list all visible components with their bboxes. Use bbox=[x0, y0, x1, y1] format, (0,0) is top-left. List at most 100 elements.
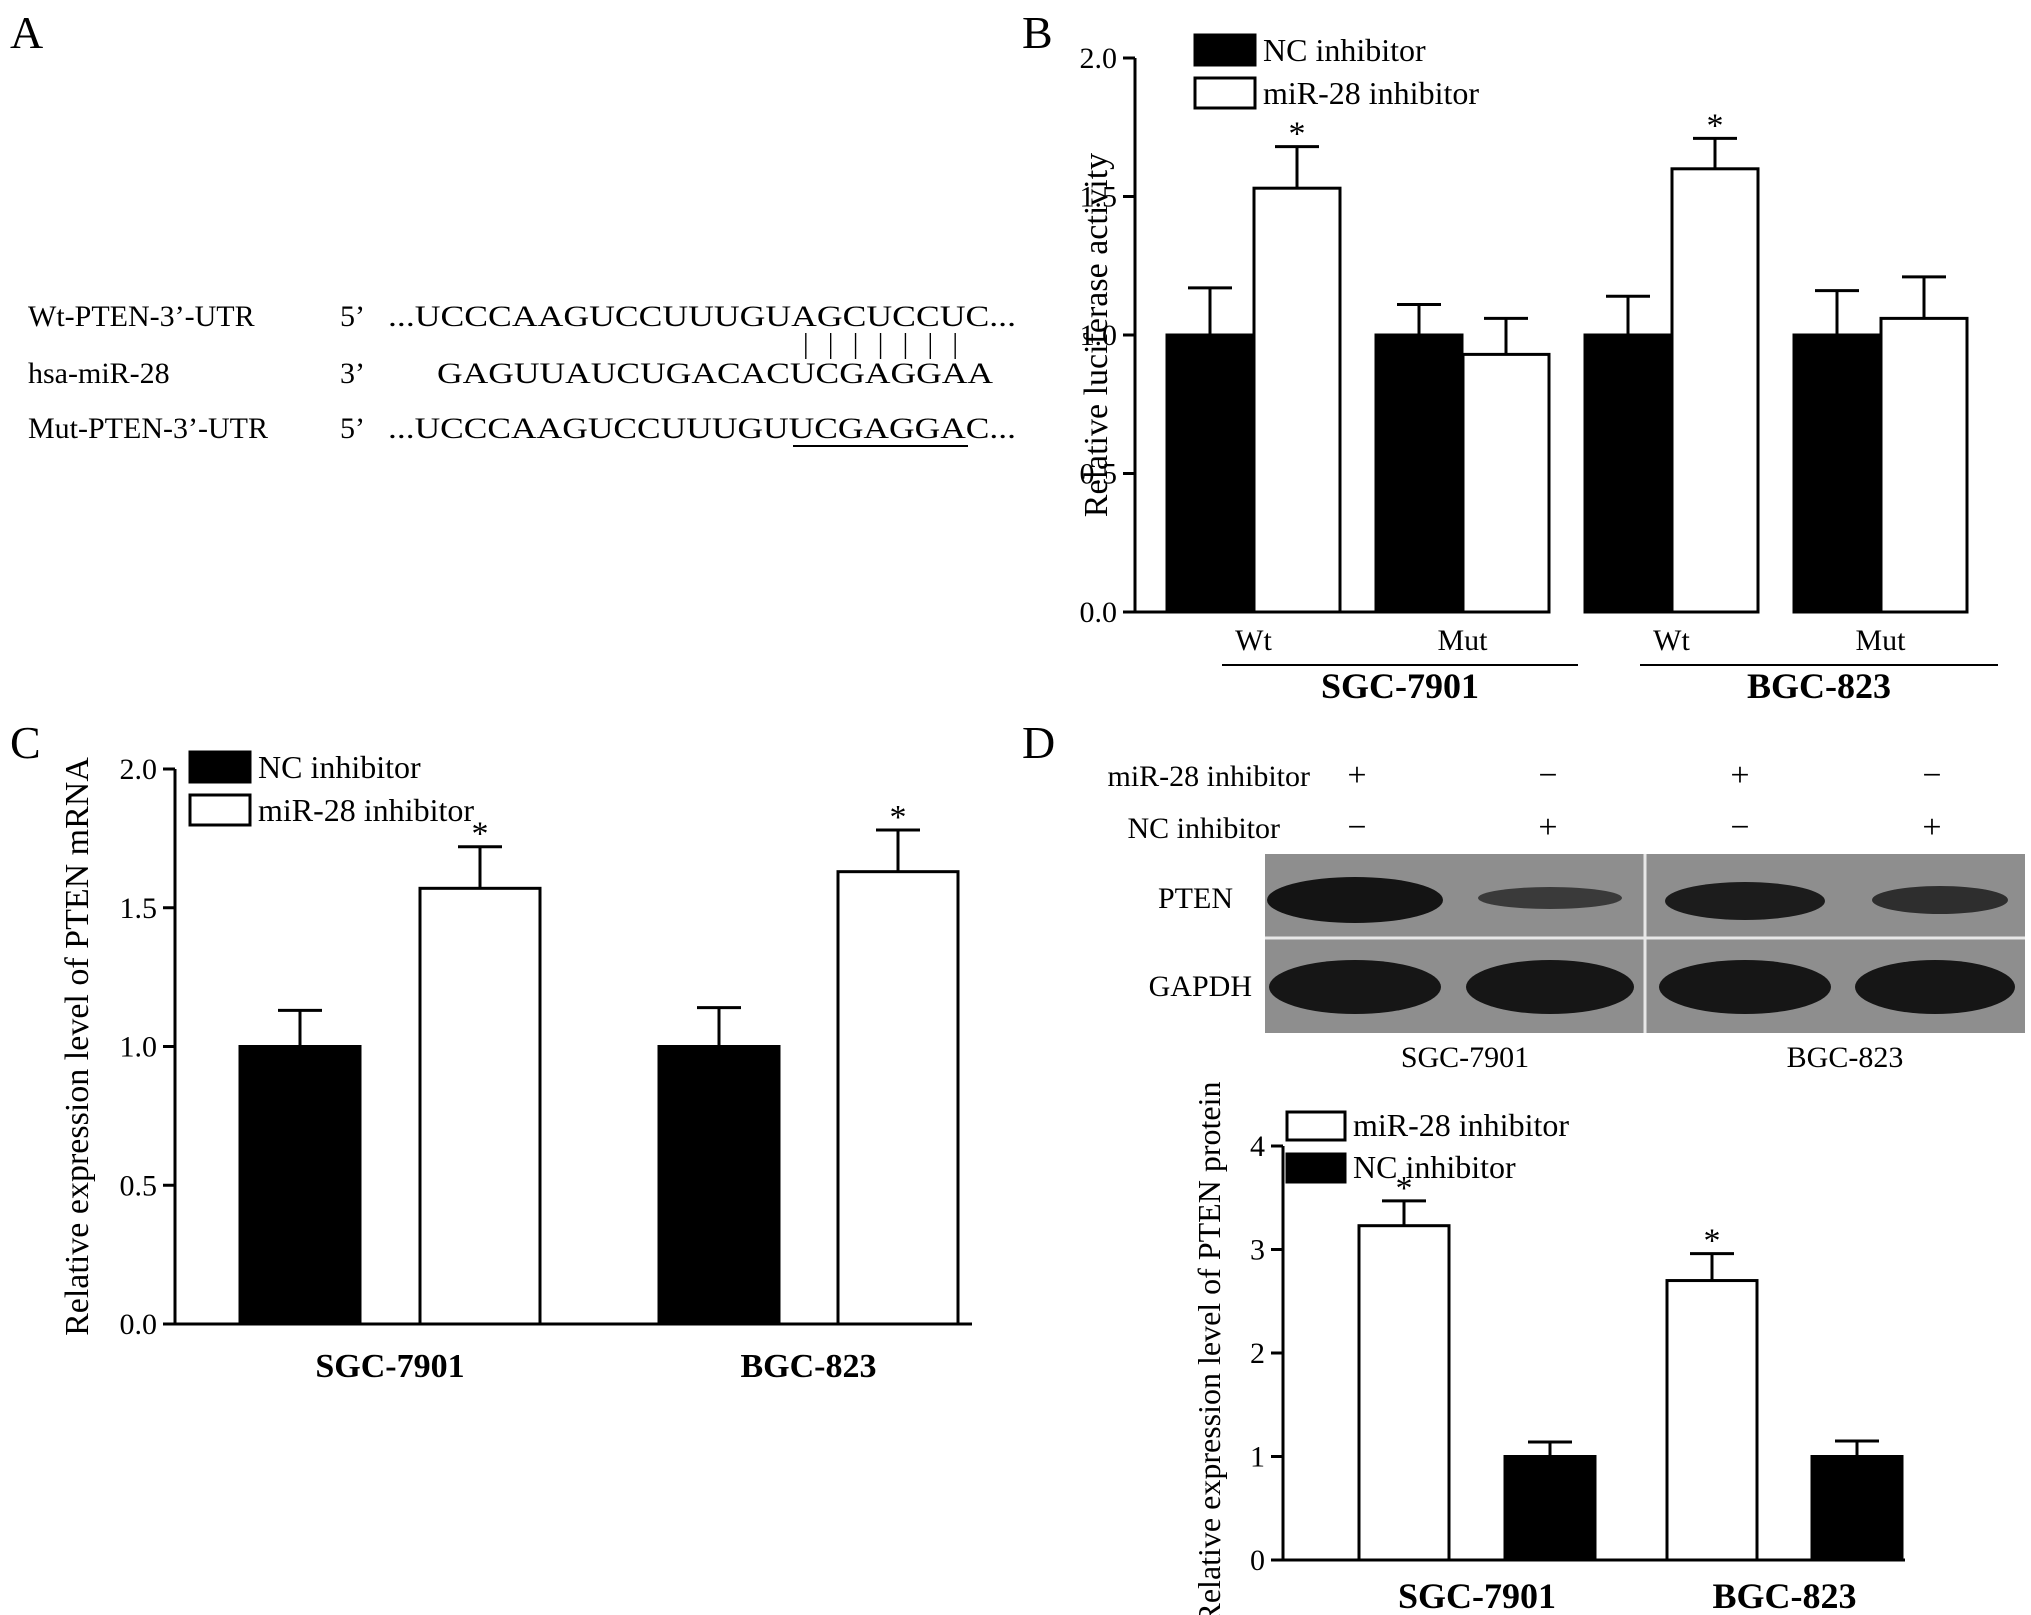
panel-d-letter: D bbox=[1022, 717, 1055, 768]
mirna-row-sequence: GAGUUAUCUGACACUCGAGGAA bbox=[437, 357, 993, 390]
legend-label: NC inhibitor bbox=[258, 749, 421, 785]
significance-marker: * bbox=[890, 799, 907, 836]
wt-row-label: Wt-PTEN-3’-UTR bbox=[28, 300, 255, 333]
pten-band bbox=[1267, 877, 1443, 923]
blot-cell-line-label: BGC-823 bbox=[1787, 1041, 1904, 1074]
y-tick-label: 0.0 bbox=[1080, 596, 1118, 629]
western-blot bbox=[1265, 854, 2025, 1033]
significance-marker: * bbox=[472, 816, 489, 853]
blot-band-label-gapdh: GAPDH bbox=[1149, 970, 1252, 1003]
blot-sign: − bbox=[1538, 757, 1557, 794]
gapdh-band bbox=[1466, 960, 1634, 1014]
legend-swatch bbox=[188, 793, 252, 827]
y-tick-label: 0.0 bbox=[120, 1308, 158, 1341]
y-tick-label: 2.0 bbox=[1080, 42, 1118, 75]
mut-row-label: Mut-PTEN-3’-UTR bbox=[28, 412, 268, 445]
y-tick-label: 0.5 bbox=[120, 1169, 158, 1202]
y-tick-label: 2.0 bbox=[120, 753, 158, 786]
gapdh-band bbox=[1855, 960, 2015, 1014]
legend-swatch bbox=[1193, 33, 1257, 67]
pten-band bbox=[1478, 887, 1622, 909]
panel-d: D miR-28 inhibitor NC inhibitor + − + − … bbox=[1022, 717, 2025, 1074]
panel-c-letter: C bbox=[10, 717, 41, 768]
wt-row-sequence: ...UCCCAAGUCCUUUGUAGCUCCUC... bbox=[388, 300, 1016, 333]
blot-sign: + bbox=[1730, 757, 1749, 794]
panel-c: C bbox=[10, 717, 41, 768]
y-tick-label: 2 bbox=[1250, 1337, 1265, 1370]
mut-row-end: 5’ bbox=[340, 412, 365, 445]
y-axis-label: Relative expression level of PTEN mRNA bbox=[59, 757, 96, 1336]
panel-b: B bbox=[1022, 7, 1053, 58]
bar bbox=[1165, 333, 1255, 614]
significance-marker: * bbox=[1704, 1223, 1721, 1260]
category-label: Mut bbox=[1437, 624, 1488, 657]
bar bbox=[418, 886, 542, 1326]
y-tick-label: 0.5 bbox=[1080, 458, 1118, 491]
panel-a: A Wt-PTEN-3’-UTR 5’ ...UCCCAAGUCCUUUGUAG… bbox=[10, 7, 1016, 447]
legend-label: miR-28 inhibitor bbox=[258, 792, 474, 828]
y-tick-label: 3 bbox=[1250, 1234, 1265, 1267]
bar bbox=[1792, 333, 1882, 614]
y-tick-label: 0 bbox=[1250, 1544, 1265, 1577]
y-tick-label: 1.5 bbox=[1080, 181, 1118, 214]
y-axis-label: Relative luciferase activity bbox=[1078, 153, 1115, 517]
blot-sign: − bbox=[1922, 757, 1941, 794]
bar bbox=[1503, 1455, 1597, 1562]
bar bbox=[238, 1045, 362, 1326]
significance-marker: * bbox=[1289, 116, 1306, 153]
bar bbox=[1670, 167, 1760, 614]
bar bbox=[1461, 352, 1551, 614]
significance-marker: * bbox=[1707, 107, 1724, 144]
category-label: Wt bbox=[1235, 624, 1272, 657]
bar bbox=[1583, 333, 1673, 614]
blot-cell-line-label: SGC-7901 bbox=[1401, 1041, 1529, 1074]
bar bbox=[1879, 316, 1969, 614]
legend-swatch bbox=[188, 750, 252, 784]
legend-swatch bbox=[1285, 1110, 1347, 1142]
gapdh-band bbox=[1659, 960, 1831, 1014]
panel-a-letter: A bbox=[10, 7, 43, 58]
category-label: SGC-7901 bbox=[315, 1348, 464, 1385]
bar bbox=[1357, 1224, 1451, 1562]
y-tick-label: 1 bbox=[1250, 1441, 1265, 1474]
blot-sign: + bbox=[1347, 757, 1366, 794]
legend-label: miR-28 inhibitor bbox=[1353, 1107, 1569, 1143]
y-tick-label: 1.0 bbox=[1080, 319, 1118, 352]
bar bbox=[1810, 1455, 1904, 1562]
blot-row-label-mir28: miR-28 inhibitor bbox=[1108, 760, 1311, 793]
pten-band bbox=[1665, 882, 1825, 920]
category-label: Wt bbox=[1653, 624, 1690, 657]
pten-band bbox=[1872, 886, 2008, 914]
significance-marker: * bbox=[1396, 1170, 1413, 1207]
bar bbox=[836, 870, 960, 1326]
category-label: BGC-823 bbox=[1713, 1576, 1857, 1615]
blot-row-label-nc: NC inhibitor bbox=[1127, 812, 1280, 845]
mirna-row-end: 3’ bbox=[340, 357, 365, 390]
group-label: BGC-823 bbox=[1747, 666, 1891, 706]
mirna-row-label: hsa-miR-28 bbox=[28, 357, 170, 390]
bar bbox=[1252, 186, 1342, 614]
legend-label: miR-28 inhibitor bbox=[1263, 75, 1479, 111]
y-tick-label: 1.5 bbox=[120, 892, 158, 925]
y-axis-label: Relative expression level of PTEN protei… bbox=[1191, 1082, 1227, 1615]
blot-sign: + bbox=[1922, 809, 1941, 846]
blot-sign: + bbox=[1538, 809, 1557, 846]
blot-sign: − bbox=[1730, 809, 1749, 846]
legend-swatch bbox=[1285, 1152, 1347, 1184]
group-label: SGC-7901 bbox=[1321, 666, 1479, 706]
legend-label: NC inhibitor bbox=[1263, 32, 1426, 68]
panel-b-letter: B bbox=[1022, 7, 1053, 58]
category-label: SGC-7901 bbox=[1398, 1576, 1556, 1615]
wt-row-end: 5’ bbox=[340, 300, 365, 333]
bar bbox=[1374, 333, 1464, 614]
bar bbox=[1665, 1279, 1759, 1562]
legend-label: NC inhibitor bbox=[1353, 1149, 1516, 1185]
category-label: BGC-823 bbox=[741, 1348, 877, 1385]
y-tick-label: 1.0 bbox=[120, 1031, 158, 1064]
gapdh-band bbox=[1269, 960, 1441, 1014]
y-tick-label: 4 bbox=[1250, 1130, 1265, 1163]
base-pair-marks: | | | | | | | bbox=[803, 329, 958, 360]
legend-swatch bbox=[1193, 76, 1257, 110]
